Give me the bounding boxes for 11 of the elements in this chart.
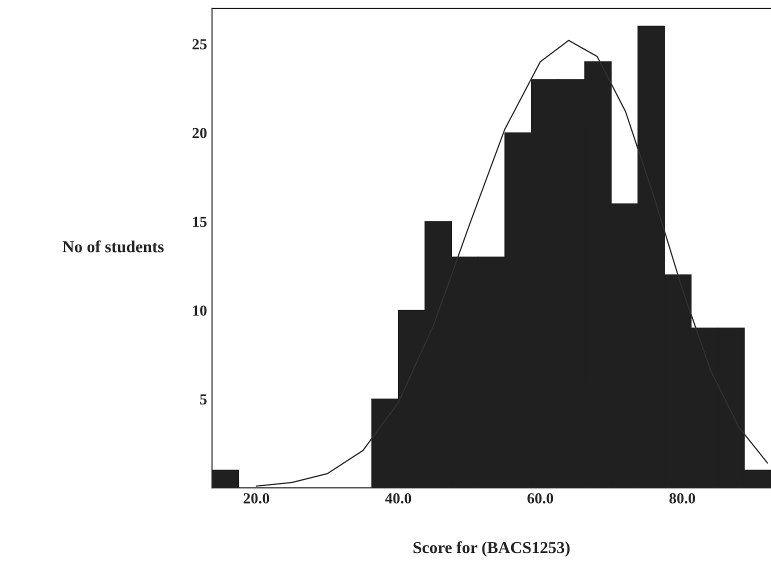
y-tick-label: 20 xyxy=(192,128,207,138)
y-tick-label: 15 xyxy=(193,216,207,227)
x-tick-label: 80.0 xyxy=(669,493,696,504)
y-tick-label: 5 xyxy=(200,394,207,405)
x-axis-title: Score for (BACS1253) xyxy=(414,541,570,557)
y-tick-label: 25 xyxy=(192,39,207,50)
x-tick-label: 40.0 xyxy=(385,493,412,504)
x-tick-label: 60.0 xyxy=(527,493,554,504)
y-axis-title: No of students xyxy=(62,240,164,252)
y-tick-label: 10 xyxy=(193,305,207,316)
x-tick-label: 20.0 xyxy=(244,493,270,504)
